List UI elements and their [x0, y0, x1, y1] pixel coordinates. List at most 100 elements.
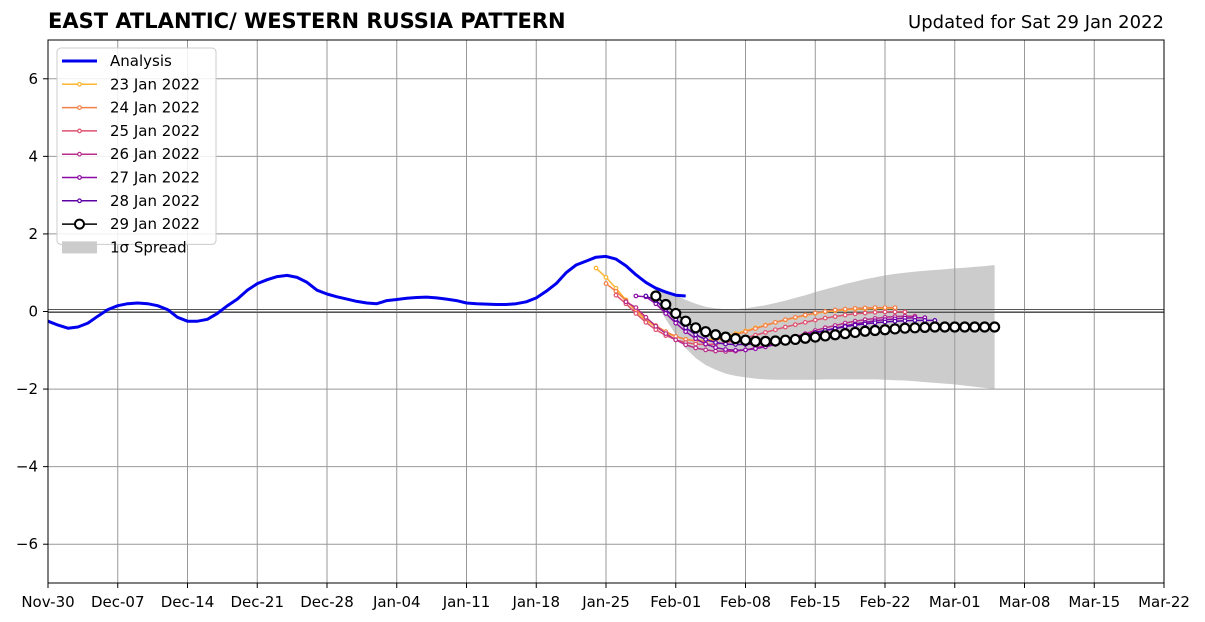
- data-point: [849, 326, 861, 339]
- x-tick-label: Mar-01: [929, 593, 981, 611]
- data-point: [643, 314, 649, 320]
- data-point: [733, 347, 738, 353]
- data-point: [693, 341, 699, 347]
- data-point: [693, 336, 699, 342]
- data-point: [693, 345, 699, 351]
- x-tick-label: Feb-15: [790, 593, 841, 611]
- data-point: [683, 342, 689, 348]
- x-tick-label: Dec-14: [161, 593, 215, 611]
- x-tick-label: Mar-15: [1068, 593, 1120, 611]
- data-point: [779, 334, 791, 346]
- data-point: [832, 307, 838, 313]
- data-point: [690, 322, 702, 334]
- legend-item: 27 Jan 2022: [62, 169, 200, 187]
- x-tick-label: Nov-30: [21, 593, 74, 611]
- data-point: [633, 311, 639, 316]
- data-point: [869, 324, 881, 337]
- legend-marker: [77, 151, 82, 157]
- x-tick-label: Feb-01: [650, 593, 701, 611]
- legend-marker: [77, 198, 82, 204]
- data-point: [912, 318, 918, 323]
- x-tick-label: Dec-21: [230, 593, 284, 611]
- data-point: [603, 281, 609, 286]
- data-point: [822, 309, 828, 314]
- legend-item: 23 Jan 2022: [62, 75, 200, 93]
- data-point: [753, 346, 758, 352]
- data-point: [889, 323, 901, 335]
- data-point: [902, 318, 908, 324]
- updated-date: Updated for Sat 29 Jan 2022: [908, 12, 1164, 33]
- y-tick-label: 6: [28, 70, 38, 88]
- data-point: [670, 307, 682, 320]
- x-tick-label: Feb-22: [859, 593, 910, 611]
- data-point: [700, 326, 712, 338]
- y-tick-label: −2: [16, 380, 38, 398]
- y-tick-label: −6: [16, 535, 38, 553]
- data-point: [852, 311, 858, 317]
- data-point: [899, 322, 911, 334]
- data-point: [663, 331, 669, 337]
- legend-marker: [77, 105, 82, 110]
- data-point: [852, 305, 858, 311]
- data-point: [879, 324, 891, 336]
- data-point: [703, 347, 709, 353]
- data-point: [939, 321, 951, 333]
- data-point: [892, 318, 898, 324]
- data-point: [643, 293, 649, 299]
- legend-item: 26 Jan 2022: [62, 145, 200, 163]
- data-point: [979, 321, 991, 333]
- data-point: [749, 335, 762, 347]
- data-point: [809, 331, 821, 343]
- data-point: [949, 321, 961, 333]
- data-point: [713, 340, 719, 345]
- x-tick-label: Mar-22: [1138, 593, 1190, 611]
- data-point: [703, 337, 709, 342]
- x-tick-label: Jan-11: [442, 593, 491, 611]
- data-point: [782, 324, 788, 330]
- data-point: [802, 319, 808, 325]
- data-point: [959, 321, 971, 333]
- data-point: [909, 322, 921, 334]
- series-line-analysis: [47, 254, 686, 330]
- x-tick-label: Dec-28: [300, 593, 354, 611]
- data-point: [772, 327, 778, 333]
- series-layer: [47, 254, 1001, 354]
- x-tick-label: Dec-07: [91, 593, 145, 611]
- data-point: [872, 309, 878, 315]
- legend-swatch: [62, 241, 97, 254]
- legend-label: 26 Jan 2022: [110, 145, 200, 163]
- data-point: [892, 309, 898, 315]
- x-tick-label: Jan-18: [511, 593, 560, 611]
- legend-box: [56, 47, 217, 245]
- data-point: [902, 309, 908, 315]
- data-point: [799, 332, 811, 344]
- data-point: [633, 293, 639, 299]
- data-point: [812, 310, 818, 316]
- x-tick-label: Feb-08: [720, 593, 771, 611]
- x-tick-label: Jan-25: [581, 593, 630, 611]
- data-point: [673, 320, 679, 326]
- data-point: [862, 310, 868, 316]
- chart-title: EAST ATLANTIC/ WESTERN RUSSIA PATTERN: [48, 9, 566, 33]
- legend-label: 23 Jan 2022: [110, 75, 200, 93]
- legend-item: Analysis: [62, 52, 172, 70]
- data-point: [663, 311, 669, 316]
- legend-marker: [74, 218, 85, 230]
- legend-label: 29 Jan 2022: [110, 215, 200, 233]
- data-point: [743, 347, 748, 353]
- data-point: [613, 292, 619, 298]
- data-point: [842, 312, 848, 318]
- data-point: [852, 322, 858, 328]
- legend-item: 24 Jan 2022: [62, 99, 200, 117]
- data-point: [623, 299, 629, 305]
- data-point: [763, 323, 768, 328]
- legend-label: 1σ Spread: [110, 238, 187, 256]
- data-point: [842, 324, 848, 330]
- data-point: [922, 318, 928, 323]
- legend-label: Analysis: [110, 52, 172, 70]
- y-tick-label: 0: [28, 303, 38, 321]
- data-point: [829, 329, 841, 341]
- data-point: [763, 330, 768, 335]
- legend-marker: [77, 81, 82, 87]
